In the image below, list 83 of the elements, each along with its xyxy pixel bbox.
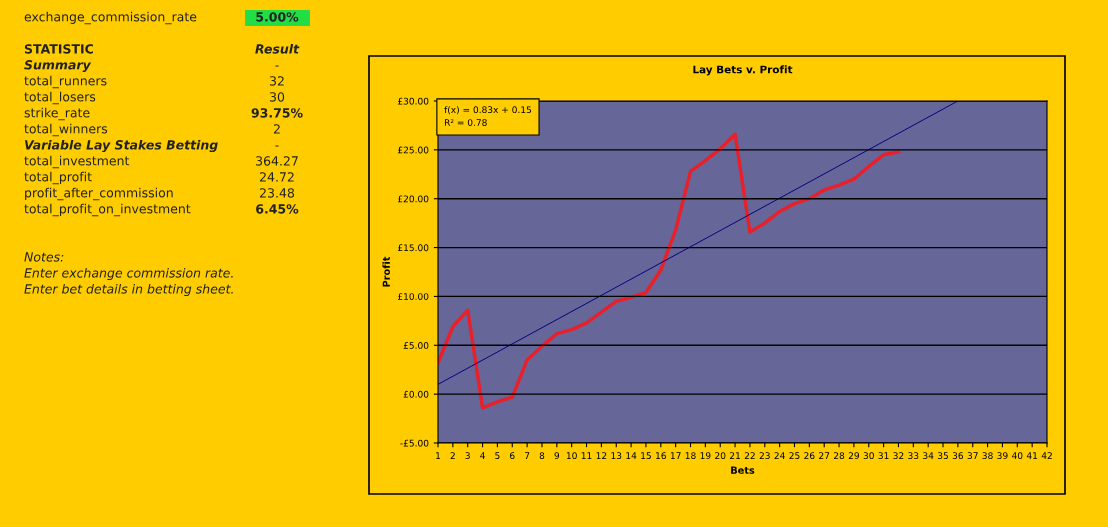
x-tick-label: 39 xyxy=(997,452,1008,460)
x-tick-label: 29 xyxy=(848,452,860,460)
line-series xyxy=(438,132,901,410)
x-tick-label: 32 xyxy=(893,452,904,460)
text: - xyxy=(275,145,279,147)
y-tick-label: -£5.00 xyxy=(400,439,429,447)
x-tick-label: 16 xyxy=(656,452,666,460)
text: 5.00% xyxy=(256,12,299,22)
x-tick-label: 37 xyxy=(967,452,978,460)
x-tick-label: 38 xyxy=(982,452,993,460)
y-tick-label: £15.00 xyxy=(397,244,429,252)
x-tick-label: 15 xyxy=(641,452,651,460)
text: total_winners xyxy=(24,123,108,137)
x-tick-label: 17 xyxy=(670,452,681,459)
x-tick-label: 8 xyxy=(539,452,545,460)
y-tick-label: £20.00 xyxy=(397,195,429,203)
x-tick-label: 41 xyxy=(1026,452,1038,459)
text: - xyxy=(275,65,279,67)
y-axis-title: Profit xyxy=(382,256,390,287)
x-tick-label: 23 xyxy=(759,452,770,460)
text: 30 xyxy=(270,92,285,102)
text: profit_after_commission xyxy=(25,187,173,201)
x-tick-label: 21 xyxy=(729,452,740,459)
x-tick-label: 18 xyxy=(685,452,696,460)
text: 23.48 xyxy=(260,188,295,198)
text: Summary xyxy=(24,60,92,73)
y-tick-label: £0.00 xyxy=(403,390,429,398)
chart-title: Lay Bets v. Profit xyxy=(693,65,793,76)
annotation: f(x) = 0.83x + 0.15 xyxy=(444,106,532,115)
text: 6.45% xyxy=(256,204,299,214)
x-tick-label: 28 xyxy=(833,452,845,460)
x-tick-label: 14 xyxy=(626,452,637,459)
x-tick-label: 20 xyxy=(715,452,726,460)
x-axis-title: Bets xyxy=(731,466,755,474)
text: Enter exchange commission rate. xyxy=(24,267,233,281)
x-tick-label: 33 xyxy=(908,452,919,460)
x-tick-label: 7 xyxy=(524,452,530,459)
x-tick-label: 10 xyxy=(566,452,577,460)
y-tick-label: £30.00 xyxy=(397,97,429,105)
y-tick-label: £10.00 xyxy=(397,293,429,300)
text: 2 xyxy=(273,124,280,134)
x-tick-label: 30 xyxy=(863,452,874,460)
x-tick-label: 4 xyxy=(480,452,485,459)
x-tick-label: 27 xyxy=(819,452,830,459)
text: STATISTIC xyxy=(24,44,93,54)
x-tick-label: 34 xyxy=(923,452,934,460)
x-tick-label: 35 xyxy=(937,452,948,460)
x-tick-label: 5 xyxy=(495,452,500,460)
text: Notes: xyxy=(24,252,64,262)
x-tick-label: 1 xyxy=(436,452,441,459)
x-tick-label: 36 xyxy=(952,452,964,460)
x-tick-label: 22 xyxy=(744,452,755,459)
text: total_investment xyxy=(24,155,130,169)
x-tick-label: 13 xyxy=(611,452,622,460)
x-tick-label: 31 xyxy=(878,452,889,460)
text: 93.75% xyxy=(251,108,303,118)
x-tick-label: 3 xyxy=(465,452,470,460)
x-tick-label: 26 xyxy=(804,452,815,460)
y-tick-label: £25.00 xyxy=(397,146,429,154)
text: total_profit_on_investment xyxy=(24,203,191,217)
x-tick-label: 19 xyxy=(700,452,711,460)
text: strike_rate xyxy=(24,107,90,121)
x-tick-label: 25 xyxy=(789,452,800,460)
annotation: R² = 0.78 xyxy=(444,119,487,126)
x-tick-label: 40 xyxy=(1011,452,1023,460)
text: exchange_commission_rate xyxy=(24,11,197,25)
text: 24.72 xyxy=(260,172,294,182)
x-tick-label: 24 xyxy=(774,452,785,459)
y-tick-label: £5.00 xyxy=(403,342,429,349)
text: total_losers xyxy=(24,91,96,105)
x-tick-label: 12 xyxy=(596,452,607,459)
text: Enter bet details in betting sheet. xyxy=(24,283,233,297)
x-tick-label: 11 xyxy=(581,452,592,459)
x-tick-label: 6 xyxy=(510,452,515,460)
x-tick-label: 2 xyxy=(450,452,455,459)
x-tick-label: 9 xyxy=(554,452,560,460)
text: 364.27 xyxy=(256,156,298,166)
text: Result xyxy=(255,43,300,54)
text: 32 xyxy=(270,76,284,86)
x-tick-label: 42 xyxy=(1041,452,1052,459)
text: total_runners xyxy=(24,75,107,89)
text: total_profit xyxy=(24,171,92,185)
text: Variable Lay Stakes Betting xyxy=(24,139,218,153)
